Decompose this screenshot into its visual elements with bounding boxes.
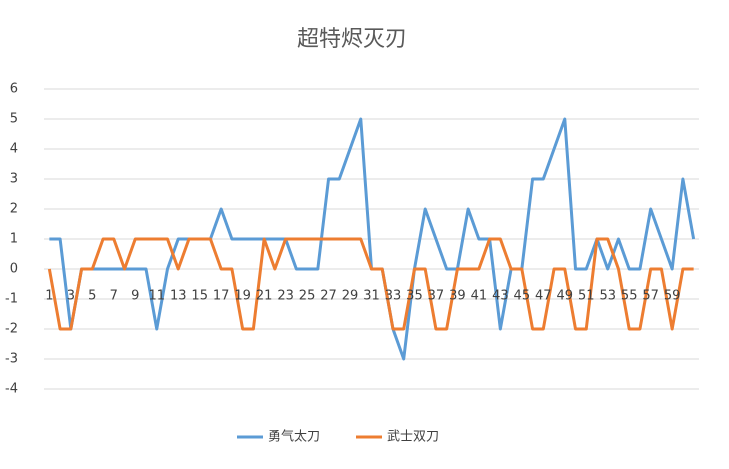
x-tick-label: 51 [578, 289, 595, 304]
series-line [47, 237, 694, 331]
x-tick-label: 19 [234, 289, 251, 304]
y-tick-label: -1 [5, 292, 18, 307]
x-tick-label: 23 [277, 289, 294, 304]
x-tick-label: 29 [342, 289, 359, 304]
x-tick-label: 5 [88, 289, 96, 304]
y-tick-label: 2 [10, 202, 18, 217]
x-tick-label: 45 [514, 289, 531, 304]
x-tick-label: 25 [299, 289, 316, 304]
x-tick-label: 3 [67, 289, 75, 304]
x-tick-label: 31 [363, 289, 380, 304]
lines [47, 117, 696, 361]
x-tick-label: 33 [385, 289, 402, 304]
y-tick-label: 5 [10, 112, 18, 127]
y-tick-label: -4 [5, 382, 18, 397]
y-tick-label: 1 [10, 232, 18, 247]
legend-label: 武士双刀 [387, 430, 439, 445]
x-tick-label: 47 [535, 289, 552, 304]
x-tick-label: 55 [621, 289, 638, 304]
y-tick-label: 4 [10, 142, 18, 157]
x-tick-label: 43 [492, 289, 509, 304]
x-tick-label: 53 [599, 289, 616, 304]
x-tick-label: 11 [148, 289, 165, 304]
y-tick-label: 0 [10, 262, 18, 277]
x-tick-label: 57 [642, 289, 659, 304]
x-tick-label: 15 [191, 289, 208, 304]
x-tick-label: 39 [449, 289, 466, 304]
y-tick-label: -3 [5, 352, 18, 367]
x-tick-label: 13 [170, 289, 187, 304]
x-tick-label: 1 [45, 289, 53, 304]
y-tick-label: 6 [10, 82, 18, 97]
x-tick-label: 21 [256, 289, 273, 304]
x-tick-label: 49 [557, 289, 574, 304]
x-tick-label: 59 [664, 289, 681, 304]
legend: 勇气太刀 武士双刀 [237, 429, 439, 445]
x-tick-label: 7 [110, 289, 118, 304]
x-tick-label: 37 [428, 289, 445, 304]
legend-label: 勇气太刀 [268, 429, 320, 445]
x-tick-label: 9 [131, 289, 139, 304]
x-tick-label: 17 [213, 289, 230, 304]
x-tick-label: 27 [320, 289, 337, 304]
chart-title: 超特烬灭刃 [297, 27, 407, 52]
x-tick-label: 35 [406, 289, 423, 304]
x-tick-label: 41 [471, 289, 488, 304]
y-tick-label: -2 [5, 322, 18, 337]
y-tick-label: 3 [10, 172, 18, 187]
